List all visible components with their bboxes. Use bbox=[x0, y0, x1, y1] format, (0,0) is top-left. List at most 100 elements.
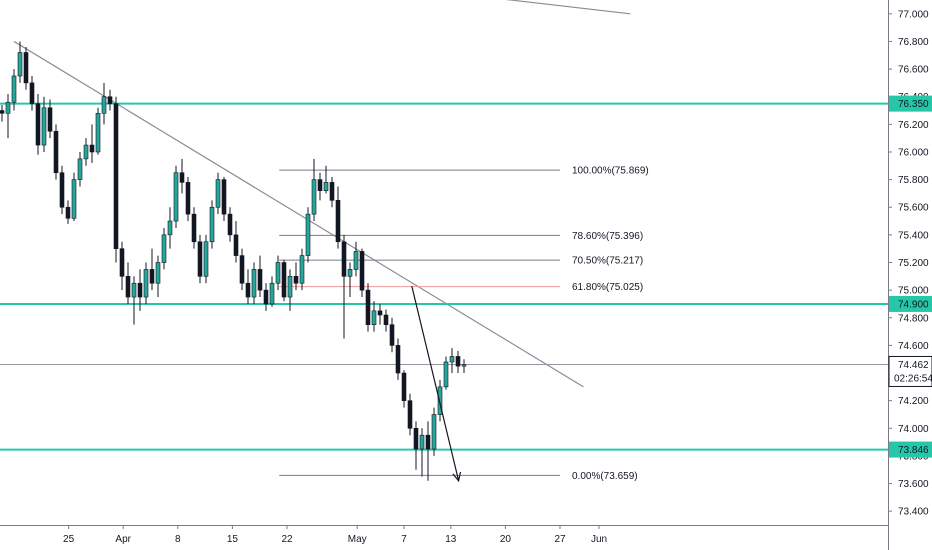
candle-body bbox=[389, 324, 395, 346]
x-tick-label: 8 bbox=[175, 534, 181, 545]
candle-body bbox=[449, 356, 455, 363]
candle-body bbox=[53, 130, 59, 173]
candle-body bbox=[89, 144, 95, 153]
candle-body bbox=[245, 282, 251, 298]
trendline[interactable] bbox=[451, 0, 631, 15]
candle-body bbox=[299, 255, 305, 284]
candle-body bbox=[383, 314, 389, 325]
y-tick-label: 75.600 bbox=[898, 203, 929, 214]
level-price-badge[interactable] bbox=[889, 295, 932, 312]
fib-level-label: 78.60%(75.396) bbox=[572, 231, 643, 242]
projection-arrow[interactable] bbox=[411, 285, 462, 483]
candle-body bbox=[257, 269, 263, 291]
candle-body bbox=[11, 75, 17, 103]
x-tick-label: Apr bbox=[115, 534, 131, 545]
candle-body bbox=[353, 251, 359, 270]
y-tick-label: 73.400 bbox=[898, 507, 929, 518]
candle-body bbox=[341, 241, 347, 277]
candle-body bbox=[179, 172, 185, 183]
candle-body bbox=[107, 96, 113, 104]
candle-body bbox=[221, 179, 227, 215]
candle-body bbox=[323, 182, 329, 191]
candle-body bbox=[161, 234, 167, 263]
candle-body bbox=[275, 262, 281, 284]
candle-body bbox=[251, 269, 257, 298]
arrow-head bbox=[452, 471, 462, 483]
y-tick-label: 75.000 bbox=[898, 286, 929, 297]
candle-body bbox=[209, 206, 215, 243]
level-price-badge[interactable] bbox=[889, 441, 932, 458]
candle-body bbox=[173, 172, 179, 222]
candle-body bbox=[59, 172, 65, 208]
last-price-badge[interactable] bbox=[888, 355, 932, 387]
fibonacci-retracement[interactable]: 100.00%(75.869) 78.60%(75.396) 70.50%(75.2… bbox=[279, 166, 649, 482]
price-axis[interactable]: 73.40073.60073.80074.00074.20074.40074.6… bbox=[888, 0, 932, 550]
candle-body bbox=[131, 282, 137, 298]
last-price-label: 74.462 bbox=[898, 360, 929, 371]
candle-body bbox=[239, 255, 245, 284]
candle-body bbox=[83, 144, 89, 160]
candle-body bbox=[29, 82, 35, 104]
x-tick-label: 13 bbox=[445, 534, 457, 545]
candle-body bbox=[167, 220, 173, 236]
y-tick-label: 75.800 bbox=[898, 175, 929, 186]
y-tick-label: 76.200 bbox=[898, 120, 929, 131]
candle-body bbox=[149, 269, 155, 284]
candle-body bbox=[287, 276, 293, 298]
candlestick-series bbox=[0, 41, 467, 481]
candle-body bbox=[455, 356, 461, 367]
candle-body bbox=[41, 107, 47, 146]
x-tick-label: 20 bbox=[500, 534, 512, 545]
y-tick-label: 74.200 bbox=[898, 396, 929, 407]
y-tick-label: 76.600 bbox=[898, 65, 929, 76]
candle-body bbox=[281, 262, 287, 298]
trendlines[interactable] bbox=[13, 0, 631, 388]
candle-body bbox=[335, 200, 341, 243]
x-tick-label: May bbox=[348, 534, 367, 545]
fib-level-label: 61.80%(75.025) bbox=[572, 282, 643, 293]
candle-body bbox=[143, 269, 149, 298]
y-tick-label: 76.800 bbox=[898, 37, 929, 48]
candle-body bbox=[419, 434, 425, 450]
candle-body bbox=[431, 414, 437, 450]
candle-body bbox=[113, 103, 119, 249]
y-tick-label: 74.000 bbox=[898, 424, 929, 435]
arrow-shaft[interactable] bbox=[411, 285, 460, 481]
y-tick-label: 77.000 bbox=[898, 9, 929, 20]
candle-body bbox=[233, 234, 239, 256]
candle-body bbox=[293, 276, 299, 284]
candle-body bbox=[269, 282, 275, 305]
candle-body bbox=[71, 179, 77, 219]
candle-body bbox=[155, 262, 161, 284]
candle-body bbox=[197, 241, 203, 277]
candle-body bbox=[47, 107, 53, 132]
fib-level-label: 100.00%(75.869) bbox=[572, 166, 649, 177]
x-tick-label: 25 bbox=[63, 534, 75, 545]
candle-body bbox=[377, 310, 383, 316]
candle-body bbox=[365, 289, 371, 325]
candle-body bbox=[227, 213, 233, 236]
candle-body bbox=[461, 364, 467, 367]
time-axis[interactable]: 25 Apr 8 15 22 May 7 13 20 27 Jun bbox=[0, 525, 888, 545]
candle-body bbox=[311, 179, 317, 215]
bar-countdown-label: 02:26:54 bbox=[894, 373, 932, 384]
candle-body bbox=[137, 282, 143, 298]
candle-body bbox=[119, 248, 125, 277]
price-axis-bg bbox=[888, 0, 932, 550]
trendline[interactable] bbox=[13, 40, 584, 388]
candle-body bbox=[437, 386, 443, 415]
candle-body bbox=[347, 269, 353, 277]
y-tick-label: 76.000 bbox=[898, 147, 929, 158]
candle-body bbox=[185, 182, 191, 215]
candle-body bbox=[17, 52, 23, 77]
support-resistance-levels[interactable] bbox=[0, 102, 888, 451]
candle-body bbox=[395, 345, 401, 374]
level-price-badge[interactable] bbox=[889, 95, 932, 112]
candle-body bbox=[65, 206, 71, 219]
candle-body bbox=[413, 427, 419, 450]
x-tick-label: 7 bbox=[401, 534, 407, 545]
candle-body bbox=[77, 158, 83, 180]
level-price-label: 73.846 bbox=[898, 445, 929, 456]
x-tick-label: Jun bbox=[591, 534, 607, 545]
